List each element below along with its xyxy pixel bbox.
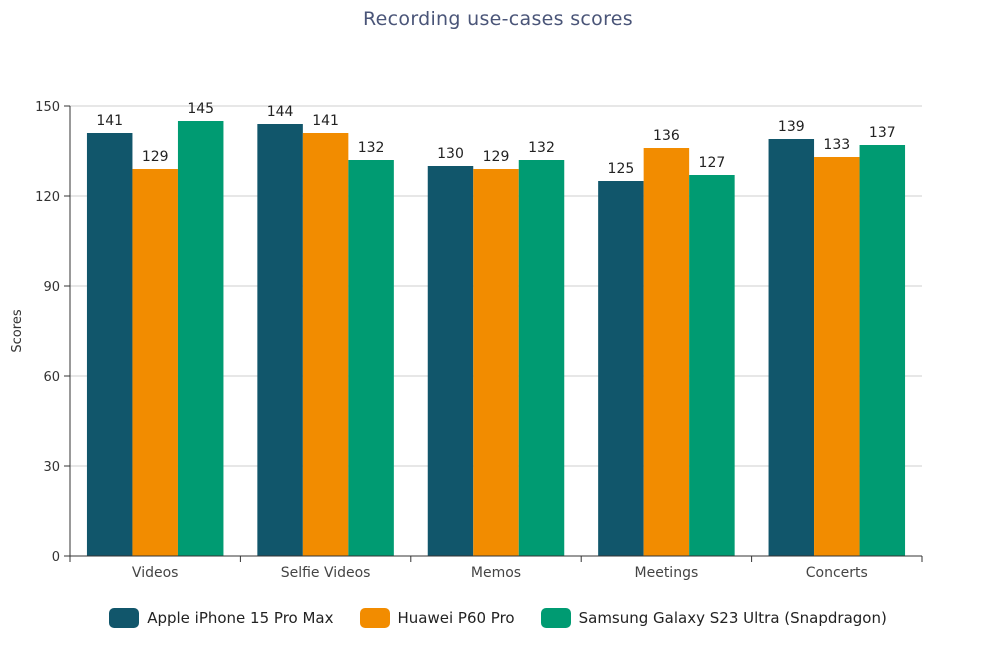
- data-label: 130: [437, 146, 464, 162]
- legend-swatch: [109, 608, 140, 628]
- y-tick-label: 90: [43, 280, 60, 295]
- bar[interactable]: [859, 145, 906, 556]
- axes: 0 30 60 90 120 150 Videos Selfie Videos Memos Mee…: [35, 100, 923, 581]
- legend-item-apple[interactable]: Apple iPhone 15 Pro Max: [109, 608, 334, 628]
- bar[interactable]: [257, 124, 303, 556]
- bar[interactable]: [177, 121, 224, 556]
- data-label: 125: [608, 161, 635, 177]
- legend-swatch: [359, 608, 390, 628]
- chart-title: Recording use-cases scores: [363, 8, 633, 30]
- y-tick-label: 30: [43, 460, 60, 475]
- bar[interactable]: [302, 133, 349, 556]
- bar[interactable]: [598, 181, 644, 556]
- data-label: 136: [653, 128, 680, 144]
- data-label: 141: [96, 113, 123, 129]
- legend-label: Huawei P60 Pro: [397, 609, 515, 627]
- bar[interactable]: [348, 160, 394, 556]
- data-label: 145: [187, 101, 214, 117]
- legend: Apple iPhone 15 Pro Max Huawei P60 Pro S…: [0, 608, 996, 628]
- bar-chart: 141 129 145 144 141 132 130 129 132 125 136 127 139 1…: [10, 100, 923, 581]
- legend-label: Samsung Galaxy S23 Ultra (Snapdragon): [578, 609, 887, 627]
- y-tick-label: 60: [43, 370, 60, 385]
- y-tick-label: 150: [35, 100, 60, 115]
- legend-swatch: [540, 608, 571, 628]
- data-label: 132: [528, 140, 555, 156]
- data-label: 137: [869, 125, 896, 141]
- data-label: 141: [312, 113, 339, 129]
- bar[interactable]: [427, 166, 474, 556]
- bar[interactable]: [814, 157, 860, 556]
- x-tick-label: Concerts: [806, 565, 868, 581]
- x-tick-label: Videos: [132, 565, 179, 581]
- data-label: 127: [699, 155, 726, 171]
- data-label: 133: [823, 137, 850, 153]
- y-tick-label: 0: [52, 550, 60, 565]
- bar[interactable]: [473, 169, 519, 556]
- x-tick-label: Memos: [471, 565, 521, 581]
- y-axis-label: Scores: [10, 309, 25, 352]
- data-label: 129: [142, 149, 169, 165]
- bar[interactable]: [132, 169, 178, 556]
- bar[interactable]: [643, 148, 690, 556]
- legend-item-huawei[interactable]: Huawei P60 Pro: [359, 608, 515, 628]
- bar[interactable]: [768, 139, 815, 556]
- y-tick-label: 120: [35, 190, 60, 205]
- data-label: 129: [483, 149, 510, 165]
- x-tick-label: Selfie Videos: [281, 565, 371, 581]
- bars: [86, 121, 906, 556]
- x-tick-label: Meetings: [635, 565, 699, 581]
- data-label: 132: [358, 140, 385, 156]
- value-labels: 141 129 145 144 141 132 130 129 132 125 136 127 139 1…: [96, 101, 895, 177]
- bar[interactable]: [518, 160, 565, 556]
- legend-item-samsung[interactable]: Samsung Galaxy S23 Ultra (Snapdragon): [540, 608, 887, 628]
- bar[interactable]: [86, 133, 133, 556]
- data-label: 139: [778, 119, 805, 135]
- bar[interactable]: [689, 175, 735, 556]
- data-label: 144: [267, 104, 294, 120]
- legend-label: Apple iPhone 15 Pro Max: [147, 609, 334, 627]
